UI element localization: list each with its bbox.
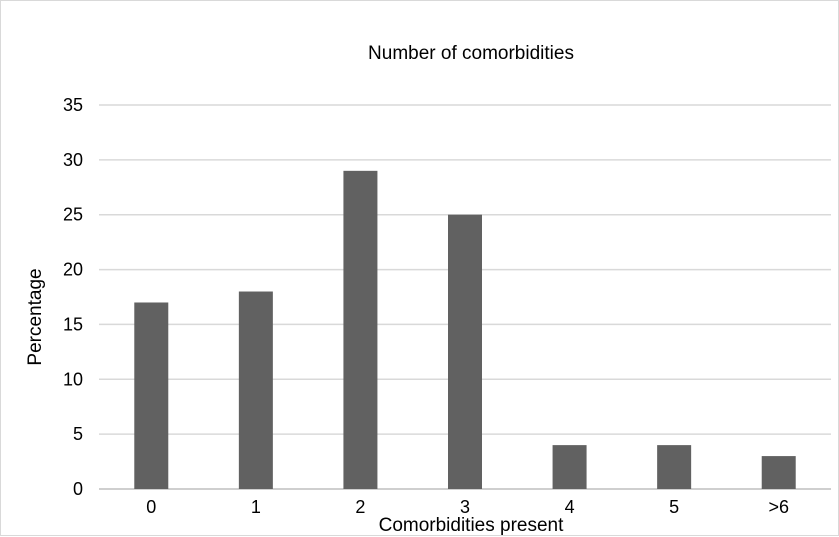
x-tick-label: >6 bbox=[768, 497, 789, 517]
y-tick-label: 30 bbox=[63, 150, 83, 170]
x-tick-label: 2 bbox=[355, 497, 365, 517]
chart-title: Number of comorbidities bbox=[368, 43, 574, 64]
x-tick-label: 1 bbox=[251, 497, 261, 517]
x-axis-label: Comorbidities present bbox=[379, 515, 565, 536]
bar-5 bbox=[657, 445, 692, 489]
y-axis-ticks: 0 5 10 15 20 25 30 35 bbox=[63, 95, 83, 499]
bar-3 bbox=[448, 214, 482, 489]
y-tick-label: 0 bbox=[73, 479, 83, 499]
bar-1 bbox=[238, 291, 273, 489]
x-tick-label: 0 bbox=[146, 497, 156, 517]
x-tick-label: 5 bbox=[669, 497, 679, 517]
x-tick-label: 4 bbox=[565, 497, 575, 517]
bar->6 bbox=[761, 456, 796, 489]
y-tick-label: 35 bbox=[63, 95, 83, 115]
bar-2 bbox=[343, 170, 378, 490]
y-tick-label: 5 bbox=[73, 424, 83, 444]
bars bbox=[134, 170, 796, 490]
y-tick-label: 20 bbox=[63, 260, 83, 280]
y-tick-label: 15 bbox=[63, 314, 83, 334]
y-tick-label: 10 bbox=[63, 369, 83, 389]
x-tick-label: 3 bbox=[460, 497, 470, 517]
bar-4 bbox=[552, 445, 587, 489]
y-axis-label: Percentage bbox=[25, 268, 46, 365]
bar-0 bbox=[134, 302, 169, 489]
y-tick-label: 25 bbox=[63, 205, 83, 225]
x-axis-ticks: 0 1 2 3 4 5 >6 bbox=[146, 497, 789, 517]
